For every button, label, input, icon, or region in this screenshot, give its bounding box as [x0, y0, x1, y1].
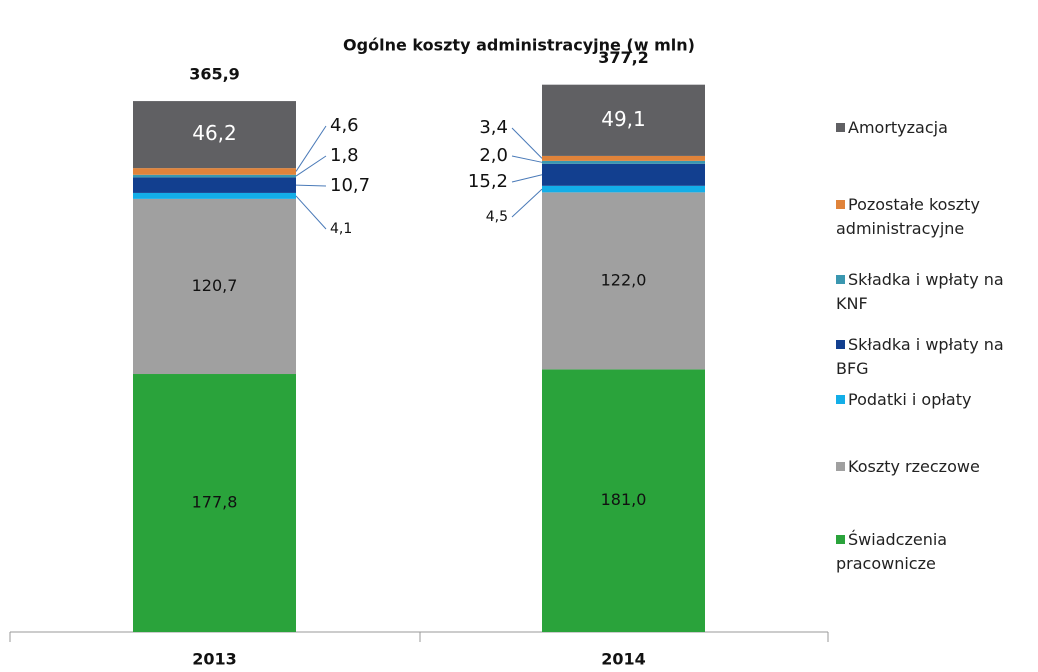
- data-label: 2,0: [479, 145, 508, 166]
- legend-item: Amortyzacja: [836, 116, 1026, 140]
- bar-segment: [133, 101, 296, 169]
- leader-line: [511, 127, 543, 159]
- leader-line: [295, 195, 327, 230]
- legend-item: Podatki i opłaty: [836, 388, 1026, 412]
- bar-segment: [133, 177, 296, 193]
- data-label: 181,0: [601, 490, 647, 509]
- legend-swatch: [836, 462, 845, 471]
- bar-segment: [133, 198, 296, 375]
- bar-segment: [133, 374, 296, 632]
- data-label: 122,0: [601, 270, 647, 289]
- legend-swatch: [836, 123, 845, 132]
- legend-item: Świadczenia pracownicze: [836, 528, 1026, 576]
- bar-segment: [133, 168, 296, 175]
- bar-segment: [133, 174, 296, 178]
- data-label: 120,7: [192, 276, 238, 295]
- legend-item: Składka i wpłaty na KNF: [836, 268, 1026, 316]
- bar-segment: [133, 192, 296, 199]
- data-label: 4,6: [330, 115, 359, 136]
- leader-line: [295, 184, 327, 187]
- legend-item: Pozostałe koszty administracyjne: [836, 193, 1026, 241]
- x-tick-label: 2013: [192, 650, 237, 669]
- data-label: 3,4: [479, 117, 508, 138]
- data-label: 4,5: [486, 209, 508, 225]
- leader-line: [511, 188, 543, 218]
- leader-line: [295, 155, 327, 177]
- data-label: 177,8: [192, 493, 238, 512]
- legend-swatch: [836, 395, 845, 404]
- legend-label: Podatki i opłaty: [848, 390, 972, 409]
- data-label: 15,2: [468, 171, 508, 192]
- legend-swatch: [836, 200, 845, 209]
- legend-item: Koszty rzeczowe: [836, 455, 1026, 479]
- bar-segment: [542, 369, 705, 632]
- legend-item: Składka i wpłaty na BFG: [836, 333, 1026, 381]
- data-label: 49,1: [601, 107, 646, 131]
- legend-label: Pozostałe koszty administracyjne: [836, 195, 980, 238]
- bar-segment: [542, 185, 705, 193]
- legend-label: Składka i wpłaty na BFG: [836, 335, 1004, 378]
- leader-line: [511, 174, 543, 183]
- x-tick-label: 2014: [601, 650, 646, 669]
- legend-swatch: [836, 340, 845, 349]
- bar-segment: [542, 84, 705, 156]
- total-label: 365,9: [189, 65, 240, 84]
- data-label: 46,2: [192, 121, 237, 145]
- chart-title: Ogólne koszty administracyjne (w mln): [343, 36, 695, 55]
- legend-label: Amortyzacja: [848, 118, 948, 137]
- legend-label: Świadczenia pracownicze: [836, 530, 948, 573]
- data-label: 10,7: [330, 175, 370, 196]
- data-label: 1,8: [330, 145, 359, 166]
- legend-label: Składka i wpłaty na KNF: [836, 270, 1004, 313]
- data-label: 4,1: [330, 221, 352, 237]
- total-label: 377,2: [598, 48, 649, 67]
- legend-swatch: [836, 275, 845, 284]
- legend-swatch: [836, 535, 845, 544]
- bar-segment: [542, 155, 705, 161]
- leader-line: [511, 155, 543, 163]
- bar-segment: [542, 160, 705, 164]
- bar-segment: [542, 192, 705, 370]
- legend-label: Koszty rzeczowe: [848, 457, 980, 476]
- leader-line: [295, 125, 327, 172]
- bar-segment: [542, 163, 705, 186]
